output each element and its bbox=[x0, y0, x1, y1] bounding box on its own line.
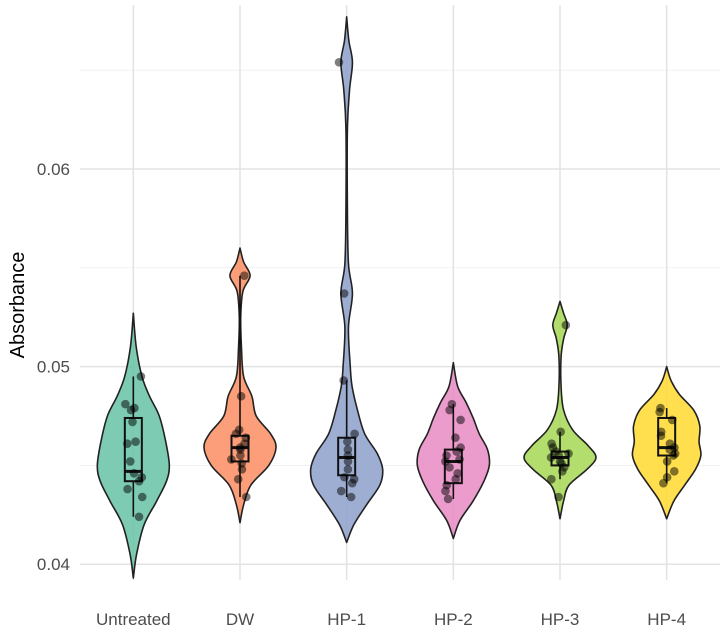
data-point bbox=[241, 492, 251, 502]
violin-body bbox=[96, 312, 171, 579]
data-point bbox=[558, 467, 567, 476]
data-point bbox=[123, 439, 132, 448]
data-point bbox=[126, 405, 136, 415]
violin-body bbox=[523, 300, 597, 520]
data-point bbox=[231, 429, 241, 439]
y-tick-label: 0.05 bbox=[37, 358, 70, 377]
data-point bbox=[240, 271, 249, 281]
violin-group-hp-1 bbox=[309, 16, 384, 544]
data-point bbox=[128, 417, 137, 427]
data-point bbox=[343, 465, 353, 474]
data-point bbox=[131, 437, 140, 446]
violin-group-hp-2 bbox=[416, 361, 491, 540]
data-point bbox=[134, 476, 144, 486]
data-point bbox=[336, 486, 346, 496]
data-point bbox=[451, 433, 460, 443]
x-tick-label: HP-1 bbox=[327, 610, 366, 629]
data-point bbox=[134, 512, 144, 522]
data-point bbox=[451, 474, 461, 484]
data-point bbox=[137, 492, 147, 502]
data-point bbox=[656, 431, 666, 441]
data-point bbox=[227, 455, 236, 464]
data-point bbox=[554, 492, 563, 502]
data-point bbox=[236, 391, 246, 401]
data-point bbox=[123, 484, 132, 494]
data-point bbox=[662, 457, 672, 466]
data-point bbox=[669, 451, 678, 460]
data-point bbox=[339, 376, 349, 385]
data-point bbox=[350, 429, 359, 439]
violin-group-dw bbox=[203, 247, 277, 524]
y-axis-title: Absorbance bbox=[7, 252, 29, 359]
data-point bbox=[343, 445, 353, 454]
x-axis: Untreated DW HP-1 HP-2 HP-3 HP-4 bbox=[96, 610, 686, 629]
data-point bbox=[334, 58, 344, 67]
x-tick-label: HP-3 bbox=[541, 610, 580, 629]
data-point bbox=[233, 474, 243, 484]
data-point bbox=[443, 494, 453, 504]
data-point bbox=[669, 467, 679, 476]
data-point bbox=[136, 372, 146, 381]
data-point bbox=[121, 399, 130, 409]
x-tick-label: Untreated bbox=[96, 610, 171, 629]
grid bbox=[80, 5, 720, 580]
data-point bbox=[339, 289, 349, 298]
y-axis: 0.04 0.05 0.06 bbox=[37, 160, 70, 574]
violin-body bbox=[309, 16, 384, 544]
violin-group-hp-3 bbox=[523, 300, 597, 520]
data-point bbox=[556, 427, 565, 437]
data-point bbox=[340, 472, 349, 482]
data-point bbox=[456, 415, 465, 425]
x-tick-label: DW bbox=[226, 610, 254, 629]
data-point bbox=[667, 415, 677, 425]
y-tick-label: 0.04 bbox=[37, 555, 70, 574]
violins bbox=[96, 16, 702, 579]
data-point bbox=[343, 437, 352, 446]
data-point bbox=[547, 474, 556, 484]
data-point bbox=[441, 486, 450, 496]
y-tick-label: 0.06 bbox=[37, 160, 70, 179]
data-point bbox=[347, 478, 357, 488]
data-point bbox=[564, 449, 573, 458]
data-point bbox=[125, 457, 135, 466]
x-tick-label: HP-4 bbox=[647, 610, 686, 629]
x-tick-label: HP-2 bbox=[434, 610, 473, 629]
violin-group-hp-4 bbox=[631, 365, 702, 520]
data-point bbox=[655, 407, 664, 417]
data-point bbox=[237, 465, 247, 474]
data-point bbox=[561, 320, 571, 330]
data-point bbox=[445, 463, 454, 472]
data-point bbox=[455, 455, 464, 464]
data-point bbox=[129, 468, 139, 478]
data-point bbox=[445, 405, 454, 415]
data-point bbox=[546, 453, 556, 462]
data-point bbox=[343, 457, 353, 466]
data-point bbox=[346, 492, 356, 502]
data-point bbox=[659, 478, 668, 488]
data-point bbox=[236, 445, 245, 454]
violin-group-untreated bbox=[96, 312, 171, 579]
data-point bbox=[236, 451, 245, 460]
data-point bbox=[452, 447, 462, 456]
